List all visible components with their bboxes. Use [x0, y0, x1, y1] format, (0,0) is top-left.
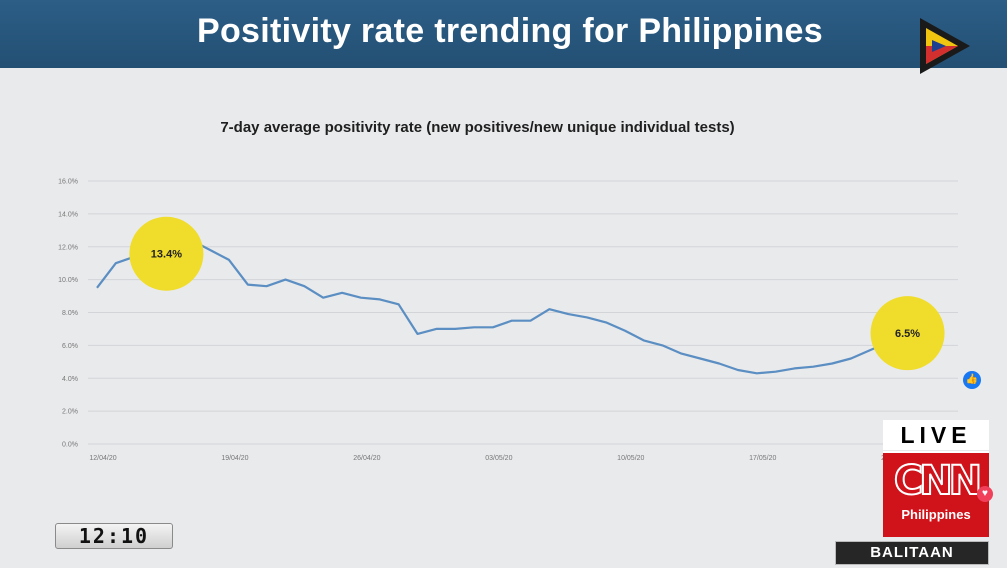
cnn-logo-subtitle: Philippines [901, 507, 971, 522]
x-tick-label: 12/04/20 [89, 455, 116, 462]
clock-time: 12:10 [55, 523, 173, 549]
y-tick-label: 2.0% [62, 409, 78, 416]
like-icon[interactable]: 👍 [963, 371, 981, 389]
annotation-label: 13.4% [151, 249, 182, 261]
y-tick-label: 14.0% [58, 211, 78, 218]
pia-logo-icon [920, 18, 970, 74]
y-tick-label: 0.0% [62, 442, 78, 449]
annotation-bubble [870, 296, 945, 371]
annotation-bubble [129, 216, 204, 291]
page-title: Positivity rate trending for Philippines [197, 12, 823, 50]
x-tick-label: 17/05/20 [749, 455, 776, 462]
x-tick-label: 19/04/20 [221, 455, 248, 462]
x-axis-ticks: 12/04/20 19/04/20 26/04/20 03/05/20 10/05/20… [89, 455, 908, 462]
chart-title: 7-day average positivity rate (new posit… [220, 119, 735, 136]
series-line [96, 222, 908, 375]
y-tick-label: 4.0% [62, 376, 78, 383]
header-bar: Positivity rate trending for Philippines [0, 0, 1007, 74]
live-badge: LIVE [883, 420, 989, 450]
cnn-logo-text: CNN [893, 458, 983, 504]
y-tick-label: 12.0% [58, 244, 78, 251]
x-tick-label: 26/04/20 [353, 455, 380, 462]
y-tick-label: 6.0% [62, 343, 78, 350]
y-axis-ticks: 0.0% 2.0% 4.0% 6.0% 8.0% 10.0% 12.0% 14.0% 16.0% [58, 179, 78, 449]
y-tick-label: 16.0% [58, 179, 78, 186]
cnn-philippines-logo: CNN Philippines [883, 451, 989, 537]
chart-grid [88, 180, 958, 445]
heart-icon[interactable]: ♥ [977, 486, 993, 502]
annotation-label: 6.5% [895, 328, 920, 340]
annotation-bubbles: 13.4% 6.5% [129, 216, 945, 371]
y-tick-label: 10.0% [58, 277, 78, 284]
y-tick-label: 8.0% [62, 310, 78, 317]
program-label: BALITAAN [835, 541, 989, 565]
x-tick-label: 03/05/20 [485, 455, 512, 462]
x-tick-label: 10/05/20 [617, 455, 644, 462]
